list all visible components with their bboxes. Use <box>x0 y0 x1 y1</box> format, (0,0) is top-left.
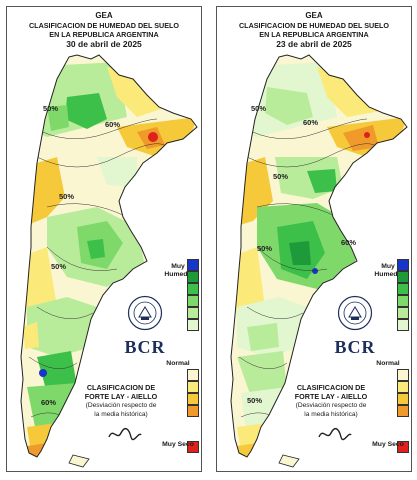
classification-note: CLASIFICACION DE FORTE LAY - AIELLO (Des… <box>73 383 169 419</box>
legend-swatch <box>187 295 199 307</box>
map-title-line2: EN LA REPUBLICA ARGENTINA <box>259 30 369 39</box>
legend-swatch <box>187 393 199 405</box>
bcr-text: BCR <box>124 337 166 357</box>
contour-label: 50% <box>257 244 272 253</box>
panel-header: GEA CLASIFICACION DE HUMEDAD DEL SUELO E… <box>217 11 411 49</box>
argentina-soil-moisture-map: 50% 60% 50% 50% 60% 50% <box>230 54 408 468</box>
legend-swatch <box>187 283 199 295</box>
classification-line1: CLASIFICACION DE <box>86 383 156 392</box>
map-title-line1: CLASIFICACION DE HUMEDAD DEL SUELO <box>238 20 389 30</box>
classification-line4: la media histórica) <box>94 411 148 418</box>
map-title-line2: EN LA REPUBLICA ARGENTINA <box>49 30 159 39</box>
legend-swatch <box>187 381 199 393</box>
legend-swatch <box>397 369 409 381</box>
legend-swatch <box>187 441 199 453</box>
legend-swatch <box>397 259 409 271</box>
contour-label: 50% <box>43 104 58 113</box>
contour-label: 50% <box>59 192 74 201</box>
classification-line1: CLASIFICACION DE <box>296 383 366 392</box>
legend-swatch <box>187 369 199 381</box>
map-panel-left: GEA CLASIFICACION DE HUMEDAD DEL SUELO E… <box>6 6 202 472</box>
legend-swatch <box>397 283 409 295</box>
legend-swatch <box>397 405 409 417</box>
bcr-logo: BCR <box>325 295 385 358</box>
legend-bottom-label: Muy Seco <box>162 441 194 448</box>
bcr-text: BCR <box>334 337 376 357</box>
panel-header: GEA CLASIFICACION DE HUMEDAD DEL SUELO E… <box>7 11 201 49</box>
map-title-line1: CLASIFICACION DE HUMEDAD DEL SUELO <box>28 20 179 30</box>
classification-line2: FORTE LAY - AIELLO <box>294 392 368 401</box>
map-panel-right: GEA CLASIFICACION DE HUMEDAD DEL SUELO E… <box>216 6 412 472</box>
legend-top-label: Muy Humedo <box>374 263 402 278</box>
legend-swatch <box>397 307 409 319</box>
legend-top-label: Muy Humedo <box>164 263 192 278</box>
bcr-seal-icon <box>127 295 163 331</box>
classification-line3: (Desviación respecto de <box>85 402 157 409</box>
bcr-seal-icon <box>337 295 373 331</box>
org-title: GEA <box>95 11 113 20</box>
legend-swatch <box>397 319 409 331</box>
classification-line2: FORTE LAY - AIELLO <box>84 392 158 401</box>
org-title: GEA <box>305 11 323 20</box>
map-date: 23 de abril de 2025 <box>276 38 352 49</box>
legend-swatch <box>187 259 199 271</box>
legend-middle-label: Normal <box>376 360 400 367</box>
contour-label: 50% <box>51 262 66 271</box>
classification-line4: la media histórica) <box>304 411 358 418</box>
contour-label: 60% <box>41 398 56 407</box>
contour-label: 60% <box>341 238 356 247</box>
legend-swatch <box>397 381 409 393</box>
author-signature-icon <box>108 427 142 441</box>
legend-bottom-label: Muy Seco <box>372 441 404 448</box>
legend-swatch <box>397 441 409 453</box>
author-signature-icon <box>318 427 352 441</box>
legend-swatch <box>187 307 199 319</box>
map-date: 30 de abril de 2025 <box>66 38 142 49</box>
contour-label: 50% <box>251 104 266 113</box>
legend-swatch <box>397 393 409 405</box>
contour-label: 50% <box>273 172 288 181</box>
bcr-logo: BCR <box>115 295 175 358</box>
contour-label: 50% <box>247 396 262 405</box>
legend-swatch <box>397 295 409 307</box>
classification-line3: (Desviación respecto de <box>295 402 367 409</box>
legend-swatch <box>187 271 199 283</box>
legend-swatch <box>187 319 199 331</box>
contour-label: 60% <box>303 118 318 127</box>
contour-label: 60% <box>105 120 120 129</box>
legend-middle-label: Normal <box>166 360 190 367</box>
legend-swatch <box>187 405 199 417</box>
classification-note: CLASIFICACION DE FORTE LAY - AIELLO (Des… <box>283 383 379 419</box>
argentina-soil-moisture-map: 50% 60% 50% 50% 60% <box>20 54 198 468</box>
legend-swatch <box>397 271 409 283</box>
